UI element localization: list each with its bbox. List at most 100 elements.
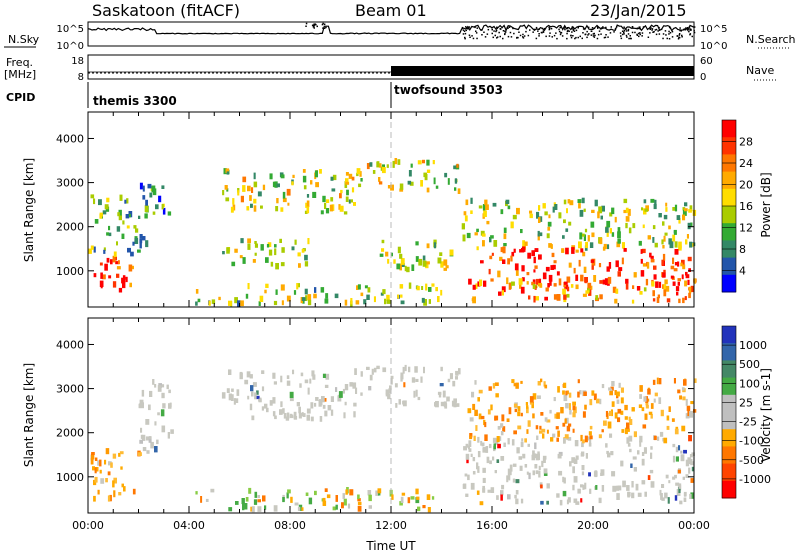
power-cell xyxy=(542,203,546,209)
velocity-cell xyxy=(479,501,484,506)
noise-search-dot xyxy=(575,29,578,32)
x-tick-label: 16:00 xyxy=(476,519,508,532)
velocity-cell xyxy=(560,407,564,414)
power-cell xyxy=(499,256,503,261)
velocity-cell xyxy=(280,401,283,408)
velocity-cell xyxy=(542,433,545,439)
noise-search-dot xyxy=(639,26,641,28)
power-cell xyxy=(594,199,598,207)
power-cell xyxy=(672,207,675,211)
power-cell xyxy=(110,259,113,265)
noise-search-dot xyxy=(636,33,638,36)
velocity-cell xyxy=(123,486,126,492)
noise-search-dot xyxy=(538,35,540,37)
power-cell xyxy=(245,293,249,299)
velocity-cell xyxy=(489,460,492,465)
power-cell xyxy=(537,234,540,241)
power-cell xyxy=(305,202,309,208)
power-cell xyxy=(686,234,689,239)
noise-search-dot xyxy=(626,36,628,38)
velocity-cell xyxy=(593,471,598,477)
power-cell xyxy=(356,168,361,175)
noise-search-dot xyxy=(651,29,653,31)
power-cell xyxy=(400,258,405,265)
power-cell xyxy=(242,176,247,183)
velocity-cell xyxy=(170,429,174,434)
power-cell xyxy=(320,210,324,215)
colorbar-swatch xyxy=(722,137,736,155)
colorbar-tick-label: 8 xyxy=(739,243,746,256)
velocity-cell xyxy=(262,495,266,502)
noise-search-dot xyxy=(592,33,595,35)
power-cell xyxy=(273,300,278,306)
noise-search-dot xyxy=(682,28,685,31)
y-tick-label: 4000 xyxy=(56,132,84,145)
velocity-cell xyxy=(394,383,398,388)
power-cell xyxy=(521,277,525,282)
velocity-cell xyxy=(355,387,358,394)
velocity-cell xyxy=(641,458,645,466)
velocity-cell xyxy=(395,403,398,408)
velocity-cell xyxy=(550,437,554,442)
velocity-cell xyxy=(449,373,453,380)
colorbar-tick-label: 100 xyxy=(739,377,760,390)
velocity-cell xyxy=(601,429,604,433)
power-cell xyxy=(268,249,273,256)
power-cell xyxy=(575,249,579,253)
power-cell xyxy=(399,253,403,259)
power-cell xyxy=(652,225,656,230)
velocity-cell xyxy=(414,366,418,373)
power-cell xyxy=(678,298,681,304)
power-cell xyxy=(332,174,337,181)
power-cell xyxy=(411,264,415,271)
velocity-cell xyxy=(556,412,560,419)
velocity-cell xyxy=(139,439,143,444)
velocity-cell xyxy=(620,460,624,467)
power-cell xyxy=(468,278,472,285)
velocity-cell xyxy=(683,449,687,454)
velocity-cell xyxy=(319,416,323,422)
velocity-scatter xyxy=(90,364,697,513)
power-cell xyxy=(167,211,172,216)
velocity-x-ticks: 00:00 04:00 08:00 12:00 16:00 20:00 00:00 xyxy=(72,318,710,532)
velocity-cell xyxy=(306,408,311,414)
power-cell xyxy=(345,196,349,202)
power-cell xyxy=(400,300,405,305)
velocity-cell xyxy=(168,389,171,394)
velocity-cell xyxy=(264,505,267,510)
velocity-cell xyxy=(656,377,659,385)
power-cell xyxy=(502,246,506,254)
velocity-cell xyxy=(626,437,630,444)
power-cell xyxy=(601,205,605,212)
velocity-cell xyxy=(411,377,416,383)
power-cell xyxy=(675,286,680,292)
velocity-cell xyxy=(343,498,347,506)
power-cell xyxy=(260,205,263,209)
velocity-cell xyxy=(382,367,387,373)
noise-search-dot xyxy=(305,25,307,27)
velocity-cell xyxy=(689,411,693,418)
noise-search-dot xyxy=(669,27,672,30)
power-cell xyxy=(392,160,395,168)
power-cell xyxy=(598,263,602,268)
power-cell xyxy=(162,207,166,215)
power-cell xyxy=(606,220,611,228)
noise-search-dot xyxy=(630,37,632,40)
power-cell xyxy=(482,233,486,237)
noise-search-dot xyxy=(494,34,496,37)
power-cell xyxy=(339,205,344,212)
velocity-cell xyxy=(607,421,612,429)
velocity-cell xyxy=(577,391,580,398)
noise-search-dot xyxy=(561,35,564,37)
velocity-cell xyxy=(660,493,663,500)
velocity-cell xyxy=(501,484,505,490)
noise-search-dot xyxy=(533,28,536,31)
power-cell xyxy=(507,258,510,265)
power-cell xyxy=(548,274,553,282)
freq-panel: Freq. [MHz] 18 8 60 0 Nave xyxy=(4,54,778,83)
power-cell xyxy=(304,254,308,261)
velocity-cell xyxy=(467,474,470,481)
velocity-cell xyxy=(693,378,697,383)
power-cell xyxy=(688,209,692,213)
power-cell xyxy=(292,174,295,178)
